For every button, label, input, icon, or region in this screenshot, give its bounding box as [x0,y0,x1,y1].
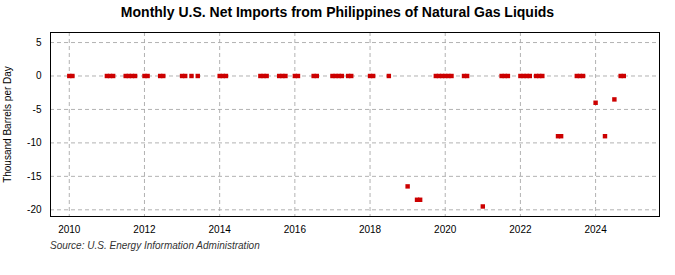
html-text:Source: U.S. Energy Informatio: Source: U.S. Energy Information Administ… [50,240,260,251]
svg-text:2018: 2018 [359,224,382,235]
svg-text:2014: 2014 [209,224,232,235]
svg-text:2010: 2010 [58,224,81,235]
svg-text:-15: -15 [27,171,42,182]
svg-text:5: 5 [36,37,42,48]
svg-text:Thousand Barrels per Day: Thousand Barrels per Day [2,66,13,183]
svg-text:2012: 2012 [133,224,156,235]
svg-text:-10: -10 [27,137,42,148]
svg-text:-20: -20 [27,204,42,215]
svg-text:0: 0 [36,70,42,81]
html-text:Monthly U.S. Net Imports from: Monthly U.S. Net Imports from Philippine… [120,4,555,20]
svg-text:2024: 2024 [584,224,607,235]
svg-text:2020: 2020 [434,224,457,235]
svg-text:-5: -5 [33,104,42,115]
svg-text:2022: 2022 [509,224,532,235]
svg-text:2016: 2016 [284,224,307,235]
